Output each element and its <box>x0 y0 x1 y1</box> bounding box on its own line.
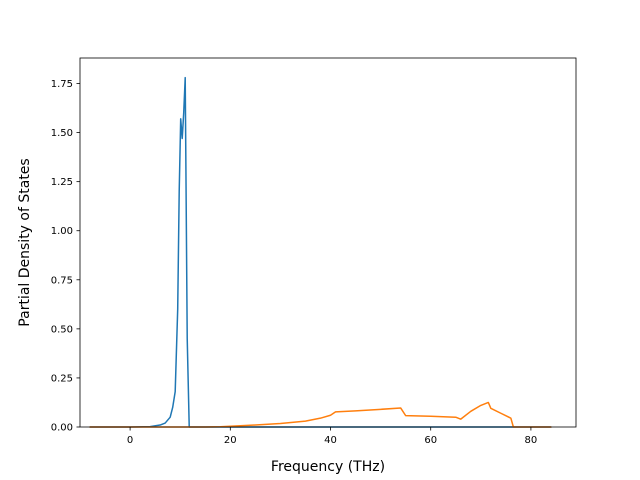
y-tick-label: 1.25 <box>51 177 73 188</box>
x-tick-label: 40 <box>324 435 337 446</box>
plot-frame <box>79 57 577 428</box>
x-axis-ticks: 0 20 40 60 80 <box>127 427 537 446</box>
y-axis-ticks: 0.00 0.25 0.50 0.75 1.00 1.25 1.50 1.75 <box>51 79 80 434</box>
y-tick-label: 0.25 <box>51 373 73 384</box>
x-tick-label: 60 <box>424 435 437 446</box>
series-line-2 <box>89 401 552 428</box>
x-tick-label: 0 <box>127 435 133 446</box>
y-axis-label: Partial Density of States <box>17 158 33 326</box>
x-tick-label: 80 <box>525 435 538 446</box>
y-tick-label: 1.00 <box>51 226 73 237</box>
y-tick-label: 0.00 <box>51 423 73 434</box>
y-tick-label: 0.50 <box>51 324 73 335</box>
y-tick-label: 0.75 <box>51 275 73 286</box>
x-axis-label: Frequency (THz) <box>271 459 385 475</box>
y-tick-label: 1.75 <box>51 79 73 90</box>
series-line-1 <box>89 76 552 428</box>
x-tick-label: 20 <box>224 435 237 446</box>
y-tick-label: 1.50 <box>51 128 73 139</box>
series-layer <box>89 76 552 428</box>
